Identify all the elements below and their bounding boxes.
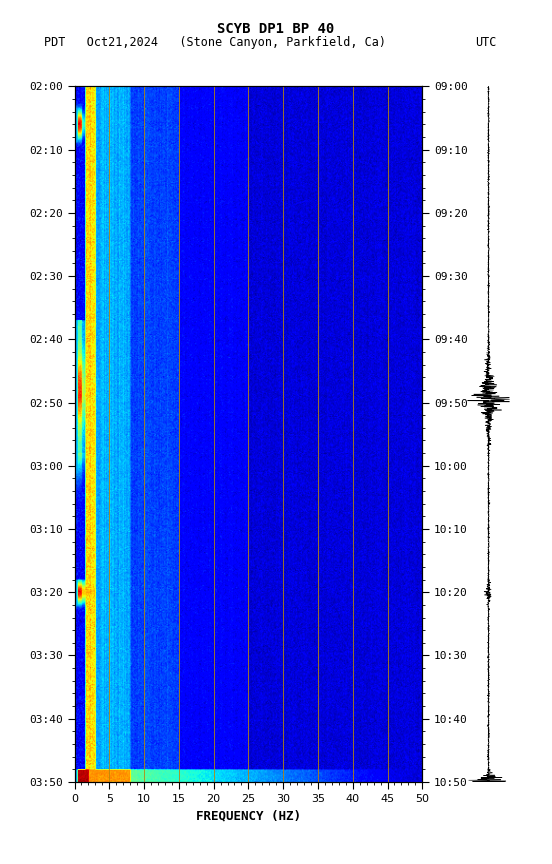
X-axis label: FREQUENCY (HZ): FREQUENCY (HZ)	[196, 810, 301, 823]
Text: UTC: UTC	[475, 35, 496, 49]
Text: PDT   Oct21,2024   (Stone Canyon, Parkfield, Ca): PDT Oct21,2024 (Stone Canyon, Parkfield,…	[44, 35, 386, 49]
Text: SCYB DP1 BP 40: SCYB DP1 BP 40	[217, 22, 335, 36]
